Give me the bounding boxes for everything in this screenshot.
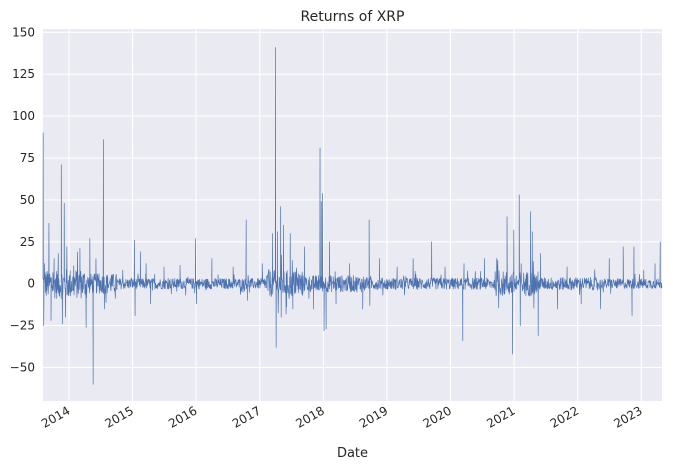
x-tick-label: 2019 — [357, 403, 390, 430]
x-tick-label: 2020 — [420, 403, 453, 430]
x-tick-label: 2017 — [230, 403, 263, 430]
y-tick-label: 0 — [27, 277, 35, 291]
y-tick-label: 75 — [20, 151, 35, 165]
plot-background — [43, 29, 662, 401]
x-tick-label: 2021 — [484, 403, 517, 430]
y-tick-label: 50 — [20, 193, 35, 207]
x-axis-label: Date — [337, 446, 368, 461]
chart-title: Returns of XRP — [301, 9, 405, 25]
series-layer — [42, 47, 663, 385]
y-tick-label: 25 — [20, 235, 35, 249]
y-tick-label: 100 — [12, 109, 35, 123]
x-tick-label: 2015 — [103, 403, 136, 430]
x-tick-label: 2023 — [611, 403, 644, 430]
x-tick-label: 2014 — [39, 403, 72, 430]
grid-lines — [43, 29, 662, 401]
x-tick-label: 2018 — [293, 403, 326, 430]
y-tick-label: 125 — [12, 67, 35, 81]
y-tick-label: 150 — [12, 25, 35, 39]
y-tick-label: −25 — [10, 319, 35, 333]
y-tick-label: −50 — [10, 360, 35, 374]
returns-series-line — [42, 47, 663, 385]
x-tick-label: 2022 — [548, 403, 581, 430]
x-tick-label: 2016 — [166, 403, 199, 430]
